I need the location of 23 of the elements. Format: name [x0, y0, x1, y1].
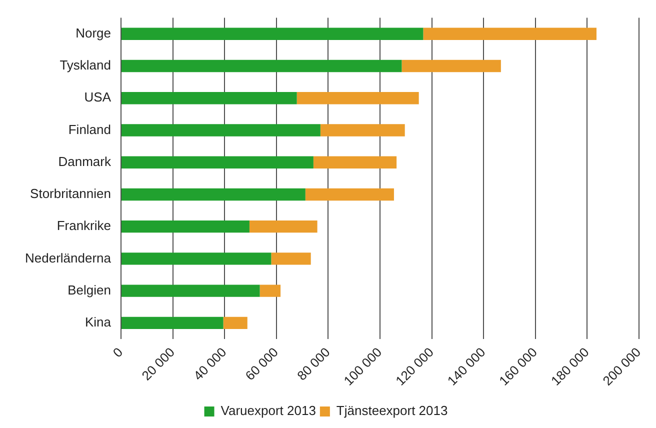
y-tick-label: Tyskland: [60, 58, 111, 73]
y-tick-label: Norge: [76, 25, 111, 40]
x-tick-label: 180 000: [548, 344, 592, 388]
y-tick-label: Danmark: [58, 154, 112, 169]
y-tick-label: Kina: [84, 314, 112, 330]
y-tick-label: Belgien: [68, 282, 111, 298]
legend-label: Tjänsteexport 2013: [336, 403, 448, 418]
x-tick-label: 200 000: [600, 344, 644, 388]
y-tick-label: USA: [84, 90, 112, 105]
x-tick-label: 60 000: [242, 344, 282, 384]
x-tick-label: 0: [110, 344, 126, 360]
x-tick-label: 100 000: [340, 344, 385, 388]
x-tick-label: 160 000: [496, 344, 540, 388]
x-tick-label: 120 000: [392, 344, 436, 388]
x-tick-label: 80 000: [294, 344, 333, 384]
x-tick-label: 140 000: [444, 344, 488, 388]
y-tick-label: Nederländerna: [24, 250, 112, 266]
x-tick-label: 40 000: [190, 344, 230, 384]
x-tick-label: 20 000: [138, 344, 178, 384]
y-tick-label: Frankrike: [56, 218, 111, 234]
y-tick-label: Finland: [68, 122, 111, 137]
legend-label: Varuexport 2013: [220, 403, 316, 418]
y-tick-label: Storbritannien: [30, 186, 111, 202]
